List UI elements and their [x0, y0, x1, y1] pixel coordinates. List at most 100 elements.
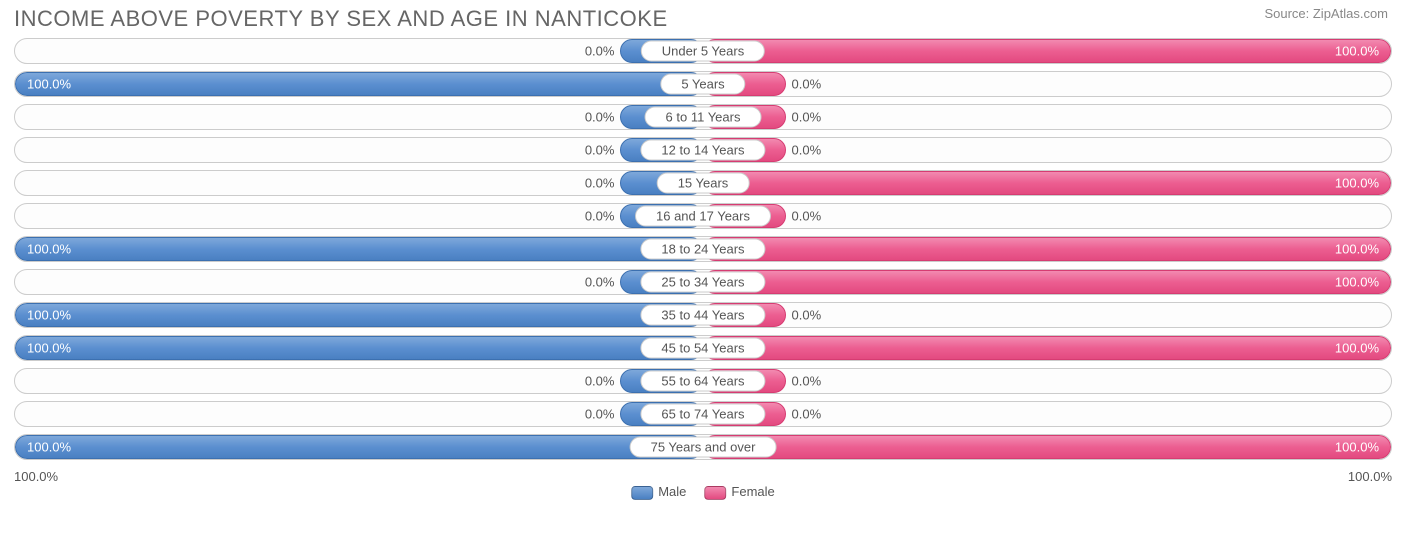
chart-row: 0.0% 0.0% 12 to 14 Years: [14, 137, 1392, 163]
male-half: 0.0%: [15, 171, 703, 195]
female-bar: [703, 435, 1391, 459]
age-label: 15 Years: [657, 173, 750, 194]
male-value: 100.0%: [27, 341, 71, 356]
chart-row: 100.0% 100.0% 18 to 24 Years: [14, 236, 1392, 262]
age-label: Under 5 Years: [641, 41, 765, 62]
female-value: 0.0%: [792, 110, 822, 125]
female-swatch: [704, 486, 726, 500]
female-value: 100.0%: [1335, 275, 1379, 290]
female-value: 100.0%: [1335, 176, 1379, 191]
male-bar: [15, 72, 703, 96]
male-half: 0.0%: [15, 105, 703, 129]
female-half: 0.0%: [703, 303, 1391, 327]
male-half: 0.0%: [15, 138, 703, 162]
age-label: 18 to 24 Years: [640, 239, 765, 260]
chart-row: 100.0% 0.0% 35 to 44 Years: [14, 302, 1392, 328]
female-value: 0.0%: [792, 308, 822, 323]
axis-left-label: 100.0%: [14, 469, 58, 484]
male-swatch: [631, 486, 653, 500]
age-label: 55 to 64 Years: [640, 371, 765, 392]
male-half: 100.0%: [15, 336, 703, 360]
source-label: Source: ZipAtlas.com: [1264, 6, 1388, 21]
female-value: 0.0%: [792, 209, 822, 224]
chart-row: 0.0% 100.0% Under 5 Years: [14, 38, 1392, 64]
male-bar: [15, 435, 703, 459]
chart-row: 0.0% 100.0% 15 Years: [14, 170, 1392, 196]
chart-row: 0.0%0.0%65 to 74 Years: [14, 401, 1392, 427]
chart-area: 0.0%100.0%Under 5 Years100.0%0.0%5 Years…: [0, 38, 1406, 460]
chart-row: 100.0% 100.0% 45 to 54 Years: [14, 335, 1392, 361]
male-value: 0.0%: [585, 176, 615, 191]
female-half: 0.0%: [703, 72, 1391, 96]
male-half: 100.0%: [15, 303, 703, 327]
female-half: 100.0%: [703, 171, 1391, 195]
female-bar: [703, 171, 1391, 195]
age-label: 35 to 44 Years: [640, 305, 765, 326]
male-value: 0.0%: [585, 143, 615, 158]
x-axis: 100.0% 100.0%: [0, 467, 1406, 484]
male-bar: [15, 237, 703, 261]
age-label: 75 Years and over: [630, 437, 777, 458]
female-bar: [703, 270, 1391, 294]
male-value: 100.0%: [27, 242, 71, 257]
male-value: 0.0%: [585, 44, 615, 59]
female-bar: [703, 39, 1391, 63]
age-label: 16 and 17 Years: [635, 206, 771, 227]
female-value: 0.0%: [792, 374, 822, 389]
female-value: 100.0%: [1335, 242, 1379, 257]
male-value: 0.0%: [585, 275, 615, 290]
male-half: 0.0%: [15, 402, 703, 426]
female-half: 100.0%: [703, 435, 1391, 459]
age-label: 25 to 34 Years: [640, 272, 765, 293]
age-label: 65 to 74 Years: [640, 404, 765, 425]
male-half: 0.0%: [15, 270, 703, 294]
male-value: 0.0%: [585, 209, 615, 224]
female-value: 0.0%: [792, 77, 822, 92]
female-half: 100.0%: [703, 270, 1391, 294]
legend-female-label: Female: [731, 484, 774, 499]
chart-row: 0.0% 0.0% 6 to 11 Years: [14, 104, 1392, 130]
female-half: 0.0%: [703, 369, 1391, 393]
chart-row: 0.0% 0.0% 55 to 64 Years: [14, 368, 1392, 394]
male-half: 100.0%: [15, 237, 703, 261]
female-half: 100.0%: [703, 39, 1391, 63]
male-half: 0.0%: [15, 369, 703, 393]
male-half: 100.0%: [15, 435, 703, 459]
male-value: 0.0%: [585, 374, 615, 389]
female-bar: [703, 336, 1391, 360]
female-value: 100.0%: [1335, 341, 1379, 356]
chart-row: 0.0% 0.0% 16 and 17 Years: [14, 203, 1392, 229]
age-label: 45 to 54 Years: [640, 338, 765, 359]
female-half: 0.0%: [703, 138, 1391, 162]
axis-row: 100.0% 100.0% Male Female: [0, 467, 1406, 487]
legend-male-label: Male: [658, 484, 686, 499]
male-half: 0.0%: [15, 39, 703, 63]
female-half: 0.0%: [703, 402, 1391, 426]
male-value: 100.0%: [27, 308, 71, 323]
male-bar: [15, 303, 703, 327]
age-label: 6 to 11 Years: [645, 107, 762, 128]
legend-male: Male: [631, 484, 686, 500]
female-half: 100.0%: [703, 336, 1391, 360]
female-bar: [703, 237, 1391, 261]
male-half: 0.0%: [15, 204, 703, 228]
male-half: 100.0%: [15, 72, 703, 96]
female-half: 0.0%: [703, 204, 1391, 228]
male-bar: [15, 336, 703, 360]
axis-right-label: 100.0%: [1348, 469, 1392, 484]
chart-row: 100.0%100.0%75 Years and over: [14, 434, 1392, 460]
female-value: 0.0%: [792, 407, 822, 422]
chart-title: INCOME ABOVE POVERTY BY SEX AND AGE IN N…: [14, 6, 668, 32]
male-value: 0.0%: [585, 110, 615, 125]
age-label: 5 Years: [660, 74, 745, 95]
age-label: 12 to 14 Years: [640, 140, 765, 161]
legend: Male Female: [631, 484, 775, 500]
female-value: 0.0%: [792, 143, 822, 158]
male-value: 100.0%: [27, 77, 71, 92]
female-half: 0.0%: [703, 105, 1391, 129]
legend-female: Female: [704, 484, 774, 500]
header: INCOME ABOVE POVERTY BY SEX AND AGE IN N…: [0, 0, 1406, 38]
female-value: 100.0%: [1335, 44, 1379, 59]
female-half: 100.0%: [703, 237, 1391, 261]
male-value: 100.0%: [27, 440, 71, 455]
